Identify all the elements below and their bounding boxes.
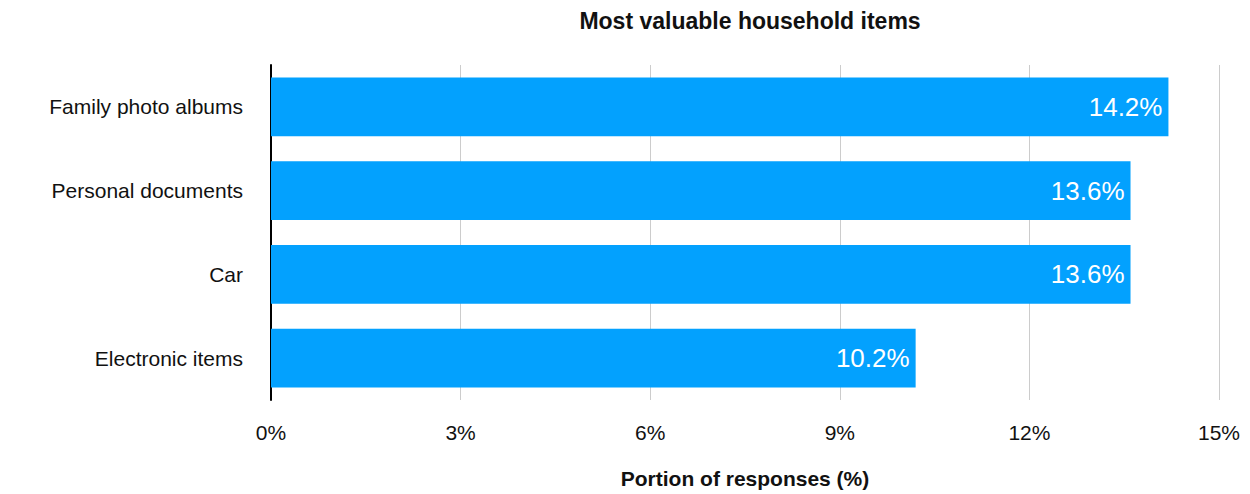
svg-text:10.2%: 10.2% (836, 343, 910, 373)
svg-text:13.6%: 13.6% (1051, 259, 1125, 289)
svg-text:3%: 3% (445, 421, 475, 444)
svg-text:Portion of responses (%): Portion of responses (%) (621, 467, 870, 490)
svg-text:Family photo albums: Family photo albums (49, 95, 243, 118)
svg-text:6%: 6% (635, 421, 665, 444)
svg-text:Car: Car (209, 263, 243, 286)
svg-text:13.6%: 13.6% (1051, 176, 1125, 206)
svg-text:9%: 9% (825, 421, 855, 444)
svg-text:15%: 15% (1198, 421, 1240, 444)
svg-text:Most valuable household items: Most valuable household items (579, 8, 920, 34)
svg-text:12%: 12% (1008, 421, 1050, 444)
svg-text:0%: 0% (256, 421, 286, 444)
svg-text:Personal documents: Personal documents (52, 179, 243, 202)
svg-text:Electronic items: Electronic items (95, 347, 243, 370)
svg-text:14.2%: 14.2% (1089, 92, 1163, 122)
